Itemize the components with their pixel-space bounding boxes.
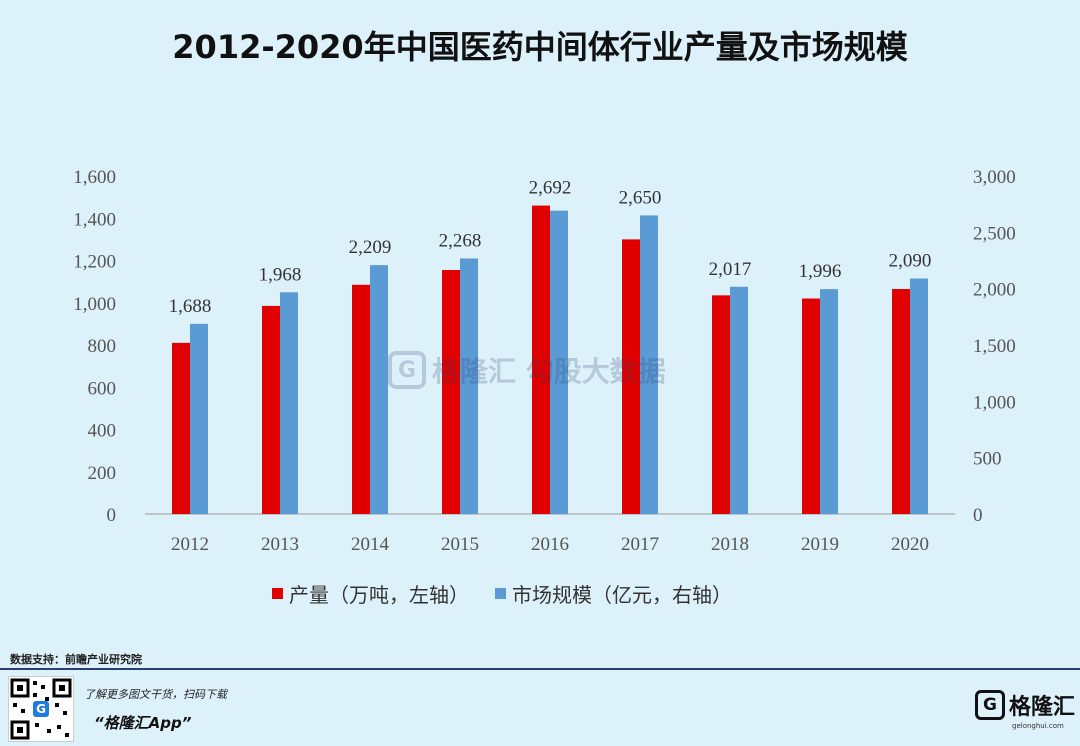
left-axis-tick-label: 1,000 xyxy=(73,294,116,315)
brand-g-icon: G xyxy=(975,690,1005,720)
bar-production xyxy=(532,205,550,514)
watermark: G 格隆汇 勾股大数据 xyxy=(388,350,666,390)
watermark-text: 格隆汇 勾股大数据 xyxy=(432,355,666,388)
right-axis-tick-label: 1,000 xyxy=(973,392,1016,413)
bar-production xyxy=(262,305,280,514)
x-axis-tick-label: 2016 xyxy=(531,534,569,555)
chart-legend: 产量（万吨，左轴） 市场规模（亿元，右轴） xyxy=(272,578,758,608)
data-source: 数据支持：前瞻产业研究院 xyxy=(10,653,142,666)
right-axis-tick-label: 0 xyxy=(973,505,983,526)
x-axis-tick-label: 2015 xyxy=(441,534,479,555)
legend-swatch-red xyxy=(272,587,283,599)
data-label-market-size: 1,688 xyxy=(169,296,212,317)
brand-logo: G 格隆汇 xyxy=(975,688,1075,722)
data-label-market-size: 2,692 xyxy=(529,178,572,199)
bar-production xyxy=(352,284,370,514)
right-axis-tick-label: 3,000 xyxy=(973,167,1016,188)
qr-code-icon[interactable]: G xyxy=(8,676,74,742)
bar-market-size xyxy=(190,323,208,514)
left-axis-tick-label: 1,200 xyxy=(73,252,116,273)
bar-market-size xyxy=(640,215,658,514)
right-axis-tick-label: 2,000 xyxy=(973,280,1016,301)
legend-item-production: 产量（万吨，左轴） xyxy=(272,579,469,608)
bar-market-size xyxy=(910,278,928,514)
data-label-market-size: 1,996 xyxy=(799,261,842,282)
bar-production xyxy=(622,239,640,514)
legend-label-market-size: 市场规模（亿元，右轴） xyxy=(512,582,732,607)
legend-item-market-size: 市场规模（亿元，右轴） xyxy=(495,579,732,608)
legend-swatch-blue xyxy=(495,587,506,599)
x-axis-tick-label: 2014 xyxy=(351,534,390,555)
data-label-market-size: 2,650 xyxy=(619,187,662,208)
x-axis-tick-label: 2012 xyxy=(171,534,209,555)
bar-market-size xyxy=(280,292,298,514)
data-label-market-size: 1,968 xyxy=(259,264,302,285)
bar-market-size xyxy=(820,289,838,514)
bar-production xyxy=(712,295,730,514)
watermark-logo-icon: G xyxy=(388,351,426,389)
footer-divider xyxy=(0,668,1080,670)
app-name: “格隆汇App” xyxy=(94,714,192,732)
brand-url: gelonghui.com xyxy=(1012,722,1064,730)
bar-market-size xyxy=(370,265,388,514)
right-axis-tick-label: 2,500 xyxy=(973,223,1016,244)
right-axis-tick-label: 500 xyxy=(973,449,1002,470)
left-axis-tick-label: 600 xyxy=(88,378,117,399)
legend-label-production: 产量（万吨，左轴） xyxy=(289,582,469,607)
x-axis-tick-label: 2020 xyxy=(891,534,929,555)
x-axis-tick-label: 2018 xyxy=(711,534,749,555)
x-axis-tick-label: 2017 xyxy=(621,534,659,555)
bar-market-size xyxy=(550,210,568,514)
left-axis-tick-label: 1,600 xyxy=(73,167,116,188)
bar-production xyxy=(172,342,190,514)
brand-name: 格隆汇 xyxy=(1009,695,1076,720)
data-label-market-size: 2,268 xyxy=(439,230,482,251)
data-label-market-size: 2,017 xyxy=(709,259,752,280)
chart-title: 2012-2020年中国医药中间体行业产量及市场规模 xyxy=(172,28,908,66)
bar-production xyxy=(892,289,910,514)
data-label-market-size: 2,090 xyxy=(889,251,932,272)
bar-chart: 0 200 400 600 800 1,000 1,200 1,400 1,600 0 500 1,0… xyxy=(73,167,1016,555)
bar-market-size xyxy=(730,286,748,514)
download-promo-text: 了解更多图文干货，扫码下载 xyxy=(84,688,227,701)
left-axis-tick-label: 0 xyxy=(107,505,117,526)
left-axis-tick-label: 1,400 xyxy=(73,209,116,230)
svg-text:G: G xyxy=(36,702,46,716)
data-label-market-size: 2,209 xyxy=(349,237,392,258)
left-axis-tick-label: 400 xyxy=(88,421,117,442)
x-axis-tick-label: 2013 xyxy=(261,534,299,555)
bar-market-size xyxy=(460,258,478,514)
left-axis-tick-label: 800 xyxy=(88,336,117,357)
x-axis-tick-label: 2019 xyxy=(801,534,839,555)
bar-production xyxy=(802,298,820,514)
left-axis-tick-label: 200 xyxy=(88,463,117,484)
right-axis-tick-label: 1,500 xyxy=(973,336,1016,357)
bar-production xyxy=(442,270,460,514)
